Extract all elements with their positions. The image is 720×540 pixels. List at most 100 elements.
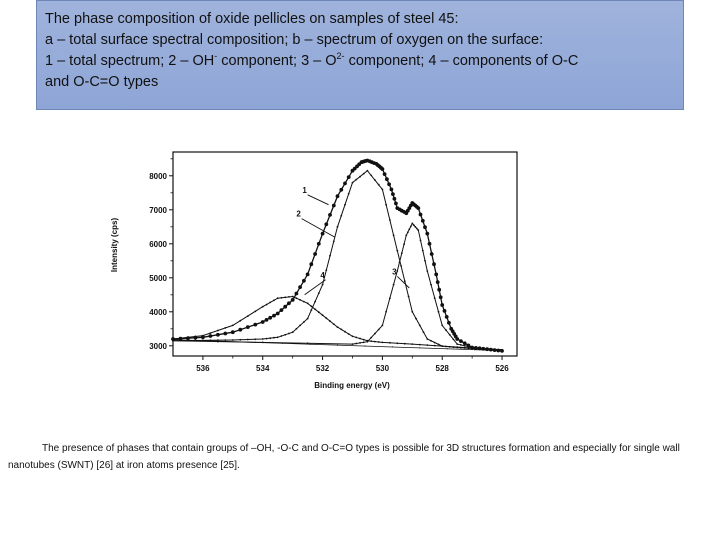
series-3-point-31 — [424, 259, 426, 262]
series-3-point-33 — [430, 283, 432, 286]
series-3-point-42 — [463, 344, 466, 347]
series-4-point-5 — [209, 332, 212, 334]
series-4-point-32 — [336, 326, 339, 328]
series-3-point-16 — [396, 270, 399, 272]
series-1-point-31 — [331, 203, 336, 208]
series-3-point-24 — [411, 222, 414, 225]
series-2-point-29 — [325, 269, 328, 272]
series-1-point-27 — [316, 241, 321, 246]
series-2-point-32 — [336, 225, 339, 228]
series-4-point-14 — [269, 301, 272, 304]
series-4-point-4 — [202, 334, 204, 337]
series-1-point-73 — [418, 212, 423, 217]
series-baseline-point-12 — [501, 350, 503, 352]
series-4-point-52 — [441, 345, 444, 347]
series-4-point-15 — [273, 299, 275, 302]
series-2-point-38 — [359, 175, 361, 178]
series-2-point-56 — [426, 338, 429, 340]
series-2-point-19 — [288, 332, 290, 335]
series-1-point-28 — [320, 231, 325, 236]
series-1-point-29 — [324, 222, 329, 227]
series-4-point-55 — [486, 348, 488, 350]
series-4-point-22 — [299, 299, 301, 301]
series-3-point-19 — [403, 243, 405, 246]
series-4-point-53 — [456, 346, 459, 348]
series-2-point-49 — [400, 265, 402, 267]
series-4-point-30 — [329, 320, 331, 323]
slide-title-box: The phase composition of oxide pellicles… — [36, 0, 684, 110]
series-3-point-21 — [406, 231, 409, 234]
series-1-point-14 — [268, 315, 273, 320]
y-tick-label-6000: 6000 — [149, 240, 167, 249]
series-1-point-74 — [420, 218, 425, 223]
series-baseline-point-7 — [364, 345, 366, 347]
plot-frame — [172, 151, 518, 357]
series-2-point-21 — [295, 327, 298, 330]
series-3-point-22 — [408, 228, 411, 231]
series-4-point-28 — [321, 314, 324, 317]
series-4-point-2 — [187, 336, 189, 339]
series-2-point-18 — [284, 333, 287, 336]
curve-label-1: 1 — [302, 186, 307, 195]
series-3-point-43 — [467, 345, 470, 348]
series-1-point-33 — [339, 187, 344, 192]
series-4-point-8 — [231, 324, 234, 327]
series-1-point-5 — [208, 334, 213, 338]
title-sup-oh: - — [214, 51, 218, 61]
series-4-point-37 — [355, 336, 358, 339]
series-3-point-35 — [437, 310, 440, 313]
chart-marks: 1 2 3 4 — [171, 158, 504, 353]
title-line-3: 1 – total spectrum; 2 – OH- component; 3… — [45, 51, 673, 72]
series-4-point-10 — [246, 315, 249, 317]
series-2-point-54 — [418, 324, 421, 327]
series-2-point-20 — [291, 331, 294, 334]
y-tick-label-8000: 8000 — [149, 172, 167, 181]
series-1-point-94 — [462, 341, 467, 346]
series-3-point-41 — [460, 344, 462, 346]
series-3-point-23 — [409, 225, 412, 228]
series-4 — [172, 295, 503, 351]
series-2-point-44 — [381, 188, 384, 191]
series-3-point-15 — [392, 283, 395, 286]
series-1-point-12 — [260, 320, 265, 324]
series-1-point-32 — [335, 194, 340, 199]
series-3-point-17 — [398, 261, 401, 263]
series-2-point-50 — [403, 280, 406, 283]
series-4-point-48 — [411, 343, 414, 345]
series-1-point-59 — [394, 201, 398, 206]
series-4-point-31 — [332, 323, 335, 325]
series-4-point-43 — [377, 341, 380, 343]
series-3-point-32 — [426, 270, 429, 272]
series-1-point-54 — [385, 177, 389, 182]
series-baseline-point-0 — [172, 339, 174, 341]
series-3-point-38 — [448, 333, 451, 336]
series-1-point-84 — [440, 303, 445, 307]
series-4-point-45 — [389, 341, 391, 344]
series-3-point-4 — [351, 343, 354, 345]
series-3-point-0 — [172, 339, 174, 342]
series-2-point-42 — [374, 179, 376, 181]
series-2-point-40 — [366, 169, 369, 172]
series-1-point-83 — [438, 295, 443, 300]
slide-caption: The presence of phases that contain grou… — [8, 443, 680, 471]
series-2-point-28 — [321, 283, 324, 286]
series-4-point-3 — [194, 335, 197, 338]
series-2-point-41 — [370, 174, 373, 177]
series-3-point-25 — [412, 224, 415, 226]
series-2-point-47 — [392, 234, 395, 237]
series-1-point-57 — [391, 192, 395, 196]
series-1-point-24 — [305, 272, 310, 277]
series-baseline-point-2 — [227, 340, 229, 343]
series-1-point-78 — [429, 252, 434, 256]
x-axis-label: Binding energy (eV) — [314, 381, 390, 390]
series-1-point-75 — [423, 225, 427, 230]
series-1-point-26 — [313, 252, 317, 256]
series-1-point-7 — [223, 331, 228, 336]
series-1-point-21 — [294, 291, 299, 296]
series-1-point-76 — [425, 231, 430, 236]
series-1-point-55 — [387, 182, 391, 187]
series-4-point-19 — [288, 296, 290, 298]
x-tick-label-536: 536 — [196, 364, 210, 373]
series-4-point-20 — [291, 295, 294, 298]
y-axis-label: Intensity (cps) — [110, 218, 119, 273]
